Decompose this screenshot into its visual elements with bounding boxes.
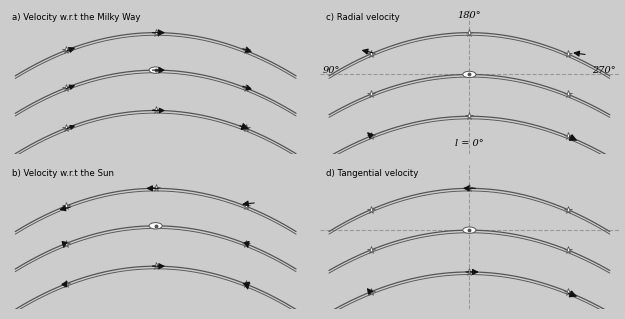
Circle shape <box>149 67 162 73</box>
Text: l = 0°: l = 0° <box>455 139 484 148</box>
Text: b) Velocity w.r.t the Sun: b) Velocity w.r.t the Sun <box>12 169 114 178</box>
Text: 180°: 180° <box>458 11 481 20</box>
Circle shape <box>462 71 476 78</box>
Text: c) Radial velocity: c) Radial velocity <box>326 13 400 22</box>
Circle shape <box>149 223 162 229</box>
Circle shape <box>462 227 476 233</box>
Text: d) Tangential velocity: d) Tangential velocity <box>326 169 418 178</box>
Text: 270°: 270° <box>592 66 616 75</box>
Text: a) Velocity w.r.t the Milky Way: a) Velocity w.r.t the Milky Way <box>12 13 141 22</box>
Text: 90°: 90° <box>323 66 341 75</box>
